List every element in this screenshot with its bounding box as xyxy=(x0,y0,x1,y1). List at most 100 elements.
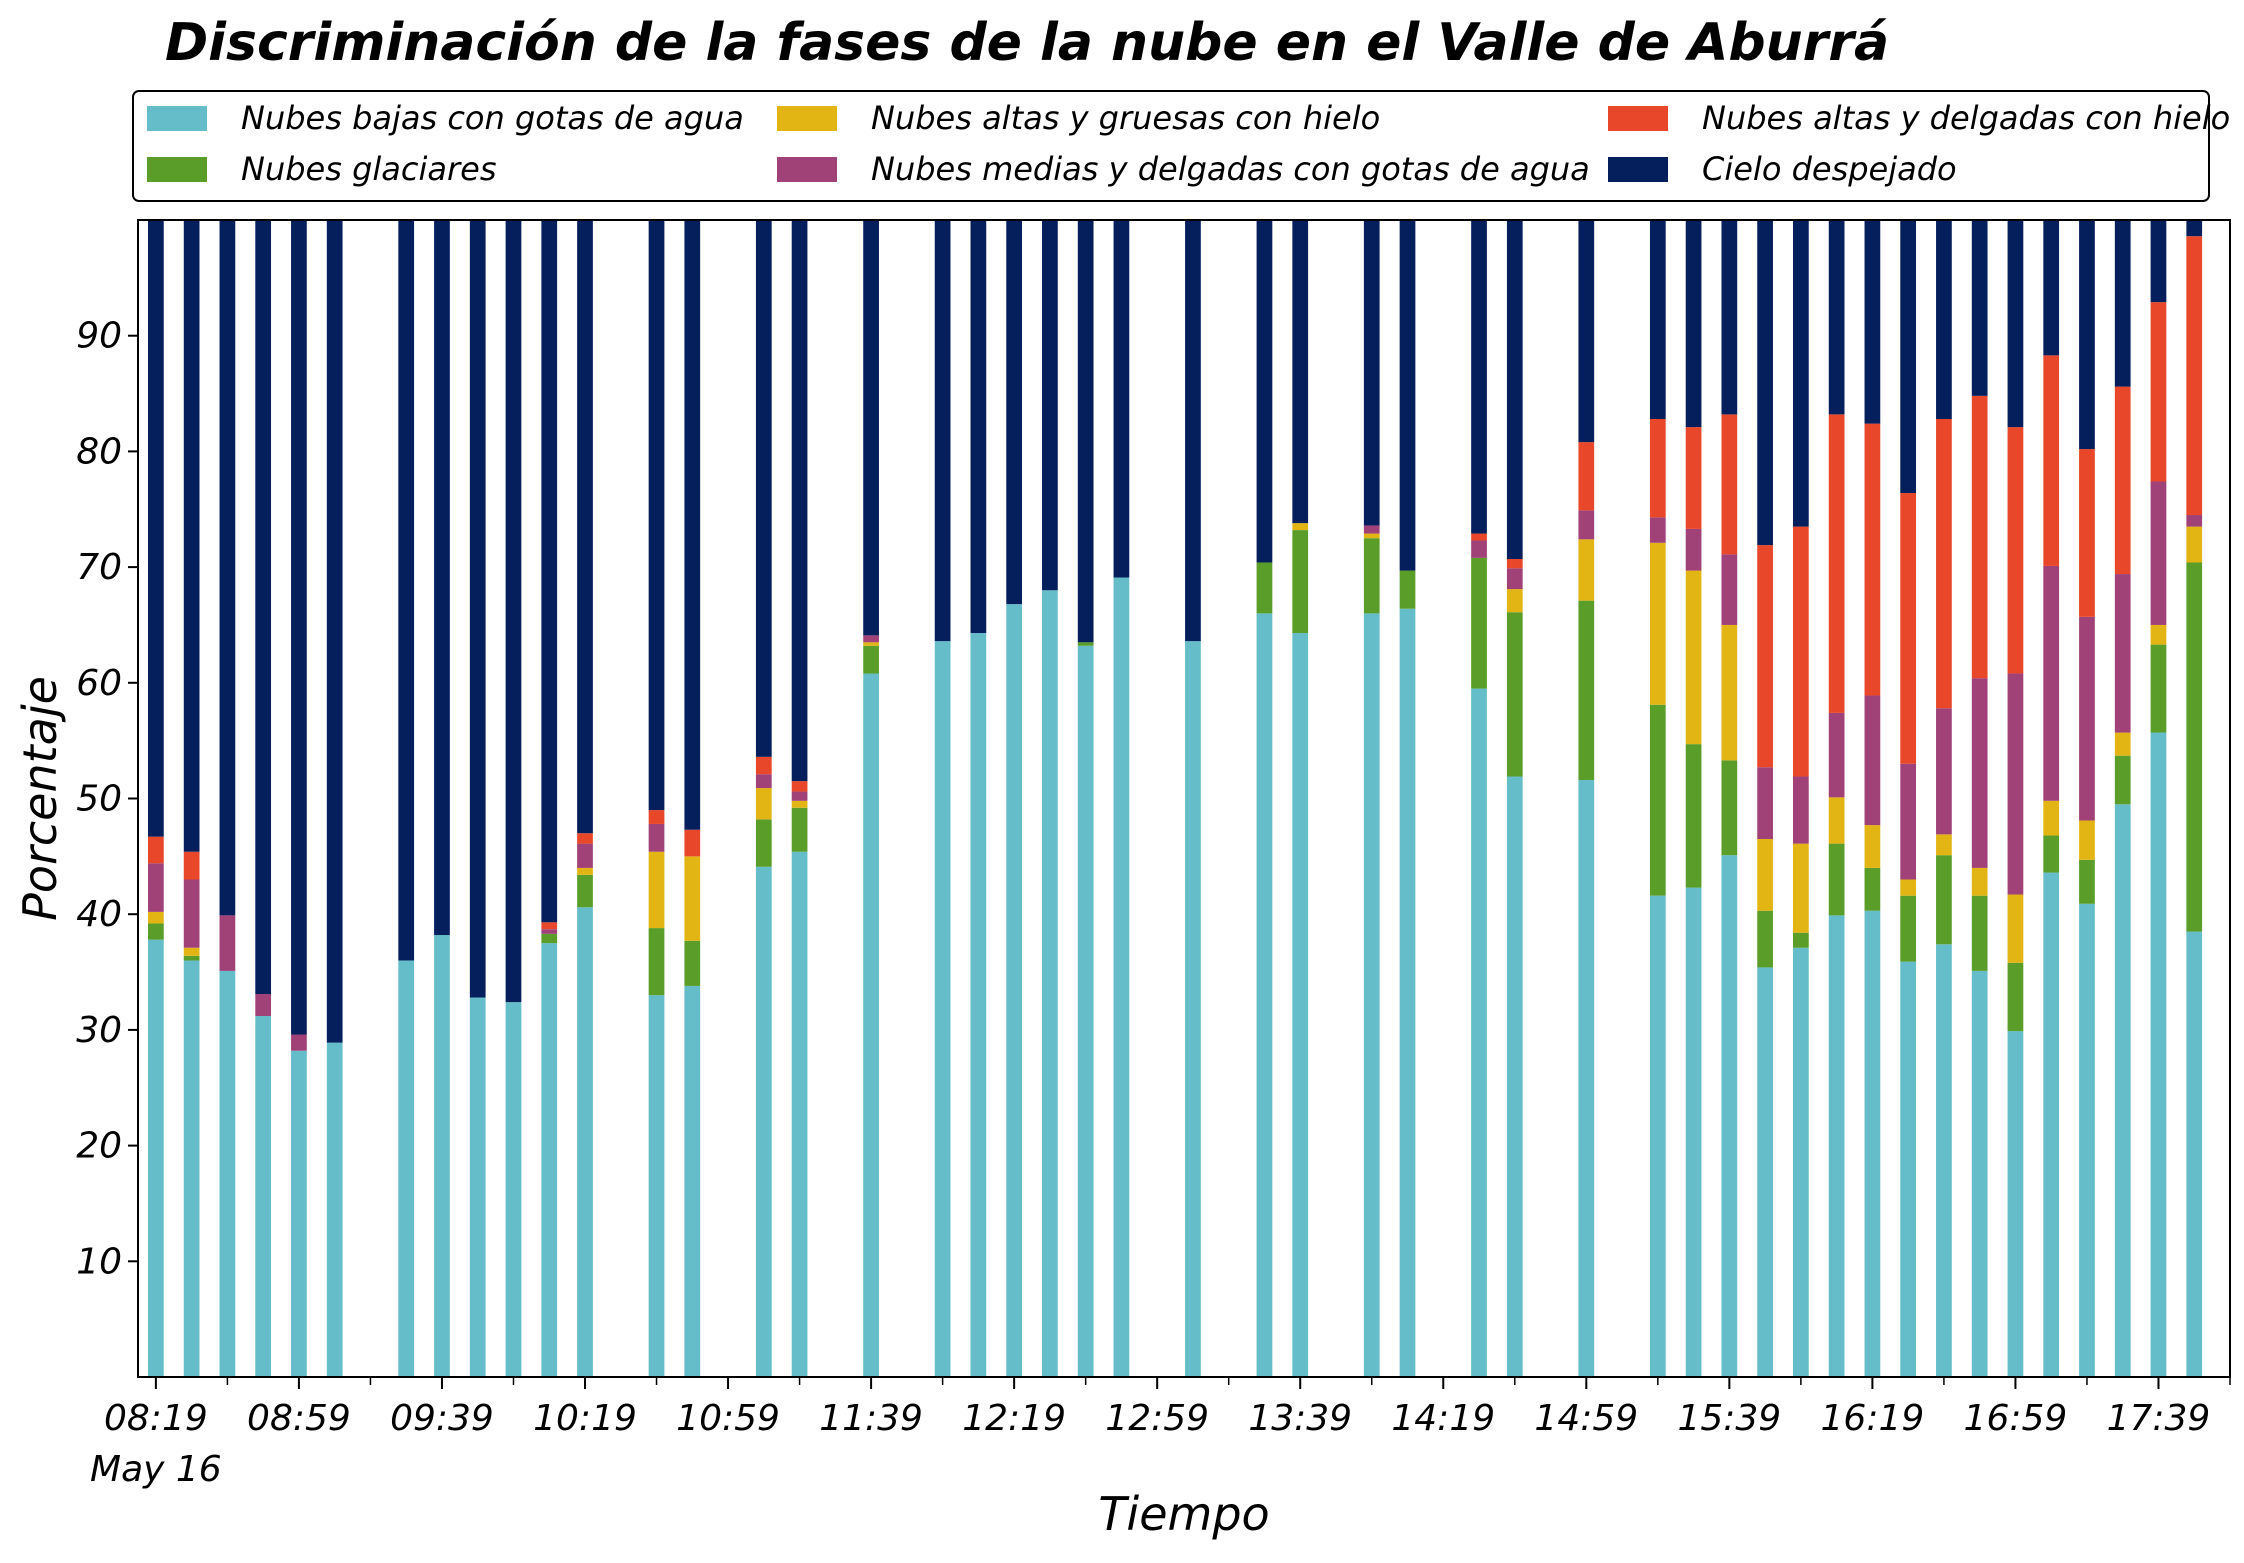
bar-segment xyxy=(541,220,558,923)
bar-segment xyxy=(1185,220,1201,642)
y-tick-label: 60 xyxy=(76,663,122,704)
bar-segment xyxy=(2079,903,2095,1377)
x-tick-label: 12:19 xyxy=(962,1398,1066,1439)
bar-segment xyxy=(755,220,772,757)
bar-segment xyxy=(183,879,200,948)
bar-segment xyxy=(1077,642,1094,646)
x-tick-label: 08:19 xyxy=(104,1398,208,1439)
bar-segment xyxy=(2186,526,2203,563)
bar-segment xyxy=(219,220,236,916)
bar-segment xyxy=(1292,523,1309,531)
bar-segment xyxy=(541,929,558,934)
bar-segment xyxy=(434,220,450,936)
bar-segment xyxy=(1757,967,1773,1377)
bar-segment xyxy=(2043,355,2060,566)
bar-segment xyxy=(1042,590,1058,1377)
legend-swatch xyxy=(147,106,207,131)
bar-segment xyxy=(1649,220,1666,419)
legend-swatch xyxy=(777,157,837,182)
bars-group xyxy=(148,220,2203,1378)
bar-segment xyxy=(1363,613,1380,1377)
x-tick-label: 08:59 xyxy=(247,1398,351,1439)
bar-segment xyxy=(1042,220,1058,591)
bar-segment xyxy=(2114,755,2131,805)
bar-segment xyxy=(2079,449,2095,617)
bar-segment xyxy=(1256,220,1273,563)
bar-segment xyxy=(183,960,200,1377)
bar-segment xyxy=(577,907,593,1377)
bar-segment xyxy=(1721,220,1738,415)
bar-segment xyxy=(863,635,879,643)
bar-segment xyxy=(1864,910,1881,1377)
x-tick-label: 10:59 xyxy=(676,1398,780,1439)
bar-segment xyxy=(684,220,701,830)
bar-segment xyxy=(1828,797,1845,844)
bar-segment xyxy=(2079,859,2095,904)
bar-segment xyxy=(326,1042,343,1377)
bar-segment xyxy=(2114,220,2131,387)
bar-segment xyxy=(1936,834,1952,856)
legend-label: Nubes glaciares xyxy=(241,150,496,188)
x-tick-label: 14:59 xyxy=(1534,1398,1638,1439)
bar-segment xyxy=(1864,220,1881,424)
bar-segment xyxy=(2186,931,2203,1377)
bar-segment xyxy=(2186,236,2203,516)
bar-segment xyxy=(183,955,200,961)
bar-segment xyxy=(1936,220,1952,419)
bar-segment xyxy=(326,220,343,1043)
bar-segment xyxy=(148,923,164,940)
y-tick-label: 90 xyxy=(76,316,122,357)
bar-segment xyxy=(755,819,772,867)
bar-segment xyxy=(291,1034,307,1051)
y-tick-label: 40 xyxy=(76,894,122,935)
bar-segment xyxy=(398,220,415,961)
bar-segment xyxy=(1757,767,1773,839)
bar-segment xyxy=(291,1050,307,1377)
bar-segment xyxy=(2007,962,2024,1032)
bar-segment xyxy=(148,939,164,1377)
bar-segment xyxy=(1793,947,1809,1377)
bar-segment xyxy=(970,633,987,1377)
x-axis-label: Tiempo xyxy=(1098,1487,1269,1541)
bar-segment xyxy=(1971,395,1988,679)
bar-segment xyxy=(1578,442,1595,511)
legend-label: Nubes altas y delgadas con hielo xyxy=(1702,99,2230,137)
bar-segment xyxy=(1113,220,1130,578)
bar-segment xyxy=(2007,220,2024,428)
bar-segment xyxy=(2079,616,2095,821)
bar-segment xyxy=(2150,220,2167,303)
bar-segment xyxy=(791,800,808,808)
bar-segment xyxy=(755,866,772,1377)
bar-segment xyxy=(2043,872,2060,1377)
y-tick-label: 30 xyxy=(76,1010,122,1051)
x-tick-label: 12:59 xyxy=(1105,1398,1209,1439)
bar-segment xyxy=(541,933,558,944)
bar-segment xyxy=(1757,910,1773,968)
bar-segment xyxy=(1506,612,1523,777)
bar-segment xyxy=(1757,545,1773,768)
bar-segment xyxy=(1578,779,1595,1377)
bar-segment xyxy=(1900,220,1917,494)
y-tick-label: 50 xyxy=(76,779,122,820)
bar-segment xyxy=(684,985,701,1377)
legend-label: Nubes altas y gruesas con hielo xyxy=(871,99,1380,137)
bar-segment xyxy=(1900,961,1917,1377)
bar-segment xyxy=(1649,517,1666,543)
bar-segment xyxy=(1363,525,1380,534)
bar-segment xyxy=(577,843,593,868)
bar-segment xyxy=(1757,220,1773,546)
bar-segment xyxy=(577,874,593,908)
bar-segment xyxy=(2114,386,2131,575)
bar-segment xyxy=(1828,843,1845,916)
bar-segment xyxy=(1256,562,1273,614)
bar-segment xyxy=(1363,538,1380,614)
bar-segment xyxy=(684,829,701,857)
bar-segment xyxy=(2114,732,2131,756)
bar-segment xyxy=(2007,894,2024,963)
bar-segment xyxy=(791,851,808,1377)
bar-segment xyxy=(1828,915,1845,1377)
bar-segment xyxy=(398,960,415,1377)
y-tick-label: 80 xyxy=(76,431,122,472)
bar-segment xyxy=(934,641,951,1377)
bar-segment xyxy=(2043,835,2060,873)
